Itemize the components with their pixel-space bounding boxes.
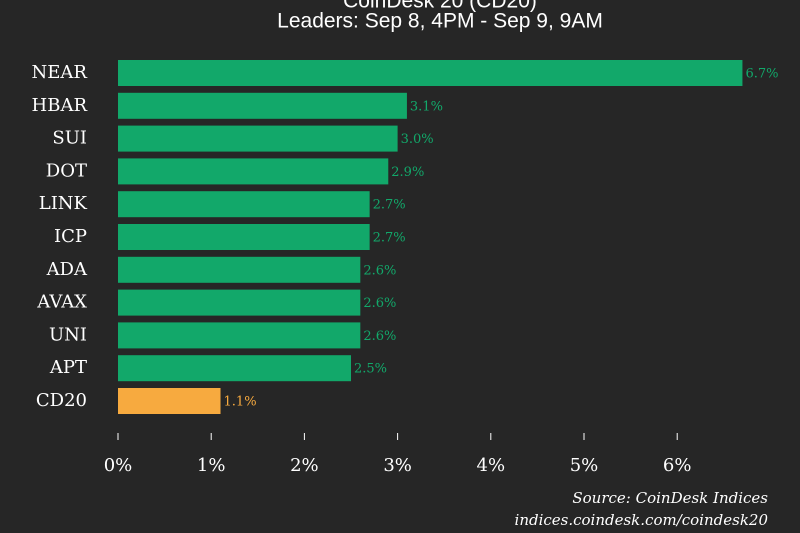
source: Source: CoinDesk Indices: [572, 489, 768, 507]
bar: [118, 256, 361, 283]
x-tick-label: 3%: [383, 455, 412, 476]
y-tick-label: LINK: [39, 193, 88, 214]
x-tick-label: 0%: [104, 455, 133, 476]
y-tick-label: DOT: [46, 160, 87, 181]
y-tick-label: HBAR: [32, 95, 88, 116]
x-tick-label: 5%: [570, 455, 599, 476]
y-tick-label: UNI: [49, 324, 87, 345]
x-tick-label: 2%: [290, 455, 319, 476]
bar: [118, 224, 370, 250]
value-label: 2.9%: [391, 165, 424, 180]
value-label: 2.7%: [373, 198, 406, 213]
value-label: 2.6%: [363, 296, 396, 311]
x-tick-label: 6%: [663, 455, 692, 476]
chart-subtitle: Leaders: Sep 8, 4PM - Sep 9, 9AM: [277, 10, 603, 33]
value-label: 2.7%: [373, 231, 406, 246]
bar: [118, 355, 351, 382]
value-label: 3.0%: [401, 132, 434, 147]
value-label: 3.1%: [410, 99, 443, 114]
x-tick-label: 4%: [477, 455, 506, 476]
bar: [118, 158, 389, 185]
bar: [118, 191, 370, 218]
value-label: 2.6%: [363, 263, 396, 278]
bar: [118, 289, 361, 316]
bar: [118, 388, 221, 414]
chart-title: CoinDesk 20 (CD20): [343, 0, 537, 13]
bar: [118, 92, 407, 119]
y-tick-label: ADA: [46, 259, 88, 280]
value-label: 2.6%: [363, 329, 396, 344]
x-tick-label: 1%: [197, 455, 226, 476]
value-label: 2.5%: [354, 362, 387, 377]
value-label: 1.1%: [224, 395, 257, 410]
value-label: 6.7%: [745, 67, 778, 82]
y-tick-label: NEAR: [32, 62, 88, 83]
source-url: indices.coindesk.com/coindesk20: [515, 511, 769, 529]
bar: [118, 60, 743, 86]
bar: [118, 322, 361, 349]
y-tick-label: SUI: [52, 128, 87, 149]
y-tick-label: CD20: [36, 390, 87, 411]
y-tick-label: APT: [49, 357, 87, 378]
y-tick-label: AVAX: [36, 292, 87, 313]
y-tick-label: ICP: [54, 226, 87, 247]
bar: [118, 125, 398, 152]
